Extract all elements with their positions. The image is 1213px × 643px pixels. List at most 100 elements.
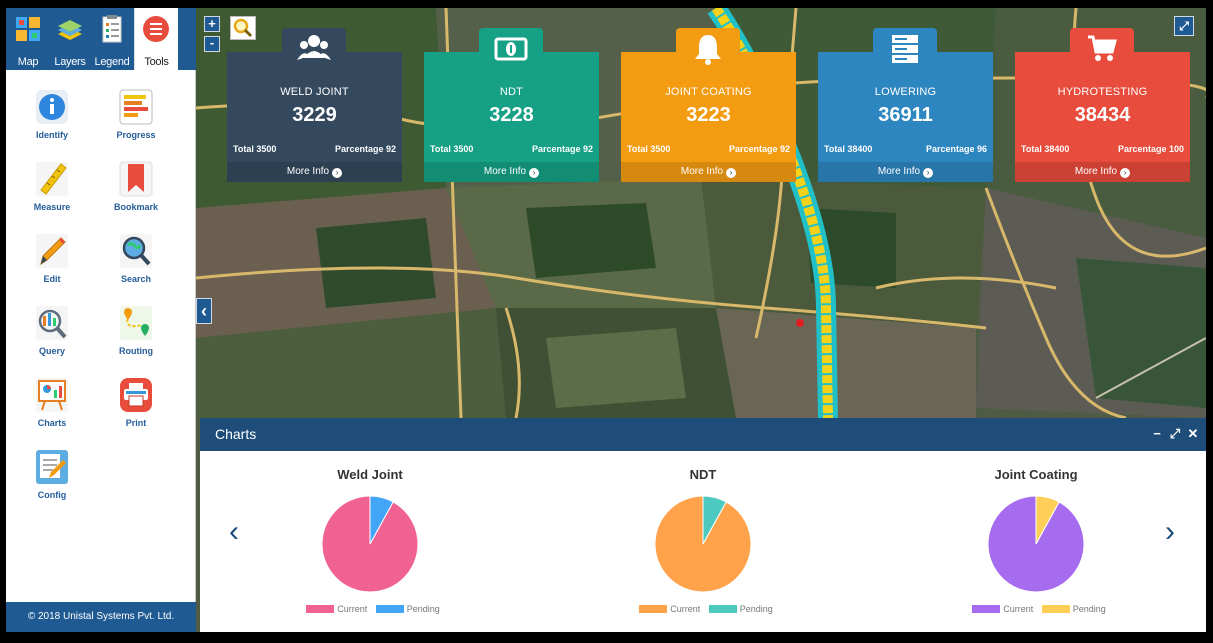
card-value: 3223 bbox=[686, 104, 731, 126]
layers-icon bbox=[58, 20, 82, 40]
bookmark-icon bbox=[119, 161, 153, 197]
map-search-button[interactable] bbox=[230, 16, 256, 40]
zoom-in-button[interactable]: + bbox=[204, 16, 220, 32]
card-value: 3229 bbox=[292, 104, 337, 126]
card-value: 38434 bbox=[1074, 104, 1131, 126]
chart-next-arrow[interactable]: › bbox=[1165, 515, 1175, 548]
more-info-label: More Info bbox=[1074, 166, 1118, 177]
info-icon bbox=[36, 90, 68, 124]
fullscreen-button[interactable]: ⤢ bbox=[1174, 16, 1194, 36]
pie-chart-svg bbox=[654, 495, 752, 593]
zoom-out-button[interactable]: - bbox=[204, 36, 220, 52]
tool-charts[interactable]: Charts bbox=[20, 376, 84, 442]
legend-swatch-pending bbox=[708, 605, 737, 613]
map-view[interactable]: + - ⤢ ‹ WELD JOINT 3229 Total 3500 Parce… bbox=[196, 8, 1206, 632]
card-total: Total 3500 bbox=[233, 144, 277, 154]
sidebar-collapse-button[interactable]: ‹ bbox=[196, 298, 212, 324]
charts-panel-header: Charts − ⤢ ✕ bbox=[200, 418, 1206, 451]
charts-panel: Charts − ⤢ ✕ ‹ › Weld Joint Current Pend… bbox=[200, 418, 1206, 632]
arrow-circle-icon: › bbox=[923, 168, 934, 178]
chart-legend: Current Pending bbox=[936, 604, 1136, 614]
tool-measure[interactable]: Measure bbox=[20, 160, 84, 226]
legend-label-current: Current bbox=[337, 604, 368, 614]
tool-bookmark[interactable]: Bookmark bbox=[104, 160, 168, 226]
globe-search-icon bbox=[120, 234, 152, 268]
nav-layers-label: Layers bbox=[54, 56, 86, 68]
query-magnifier-icon bbox=[36, 306, 68, 340]
chart-legend: Current Pending bbox=[270, 604, 470, 614]
bell-icon bbox=[695, 35, 721, 65]
card-percentage: Parcentage 100 bbox=[1117, 144, 1184, 154]
tool-config-label: Config bbox=[37, 490, 67, 500]
card-percentage: Parcentage 92 bbox=[531, 144, 593, 154]
pie-chart-weld-joint: Weld Joint Current Pending bbox=[270, 451, 470, 632]
stat-card-lowering: LOWERING 36911 Total 38400 Parcentage 96… bbox=[818, 28, 993, 182]
panel-expand-button[interactable]: ⤢ bbox=[1169, 426, 1181, 441]
pie-slice-pending[interactable] bbox=[702, 495, 727, 545]
card-value: 36911 bbox=[878, 104, 933, 126]
card-title: LOWERING bbox=[874, 86, 937, 98]
card-title: HYDROTESTING bbox=[1057, 86, 1148, 98]
tool-bookmark-label: Bookmark bbox=[113, 202, 158, 212]
nav-tools-label: Tools bbox=[144, 56, 169, 68]
tool-charts-label: Charts bbox=[37, 418, 67, 428]
card-total: Total 38400 bbox=[824, 144, 873, 154]
progress-bars-icon bbox=[119, 89, 153, 125]
card-more-info-link[interactable]: More Info › bbox=[1015, 162, 1190, 182]
tool-progress-label: Progress bbox=[116, 130, 156, 140]
nav-layers[interactable]: Layers bbox=[50, 8, 90, 70]
nav-tools[interactable]: Tools bbox=[134, 8, 178, 70]
legend-swatch-current bbox=[306, 605, 335, 613]
chart-title: NDT bbox=[689, 467, 717, 482]
magnifier-icon bbox=[233, 18, 253, 38]
map-grid-icon bbox=[16, 17, 40, 41]
copyright-footer: © 2018 Unistal Systems Pvt. Ltd. bbox=[6, 602, 196, 632]
tool-routing[interactable]: Routing bbox=[104, 304, 168, 370]
card-more-info-link[interactable]: More Info › bbox=[621, 162, 796, 182]
tool-query-label: Query bbox=[38, 346, 65, 356]
card-more-info-link[interactable]: More Info › bbox=[818, 162, 993, 182]
card-total: Total 3500 bbox=[430, 144, 474, 154]
pie-chart-svg bbox=[987, 495, 1085, 593]
nav-legend[interactable]: Legend bbox=[92, 8, 132, 70]
pie-slice-pending[interactable] bbox=[1035, 495, 1060, 545]
fullscreen-icon: ⤢ bbox=[1179, 19, 1189, 33]
tool-search[interactable]: Search bbox=[104, 232, 168, 298]
panel-close-button[interactable]: ✕ bbox=[1187, 426, 1199, 441]
arrow-circle-icon: › bbox=[529, 168, 540, 178]
tool-print[interactable]: Print bbox=[104, 376, 168, 442]
pencil-icon bbox=[36, 234, 68, 268]
tool-edit[interactable]: Edit bbox=[20, 232, 84, 298]
tool-query[interactable]: Query bbox=[20, 304, 84, 370]
legend-label-current: Current bbox=[670, 604, 701, 614]
nav-map[interactable]: Map bbox=[8, 8, 48, 70]
ruler-icon bbox=[36, 162, 68, 196]
legend-swatch-current bbox=[639, 605, 668, 613]
legend-label-pending: Pending bbox=[406, 604, 440, 614]
panel-minimize-button[interactable]: − bbox=[1153, 426, 1161, 441]
tool-progress[interactable]: Progress bbox=[104, 88, 168, 154]
chart-title: Weld Joint bbox=[337, 467, 403, 482]
more-info-label: More Info bbox=[877, 166, 921, 177]
tools-list-icon bbox=[143, 16, 169, 42]
card-percentage: Parcentage 92 bbox=[334, 144, 396, 154]
tool-search-label: Search bbox=[120, 274, 152, 284]
stat-card-joint-coating: JOINT COATING 3223 Total 3500 Parcentage… bbox=[621, 28, 796, 182]
more-info-label: More Info bbox=[483, 166, 527, 177]
legend-swatch-pending bbox=[375, 605, 404, 613]
charts-panel-title: Charts bbox=[215, 426, 257, 442]
tool-edit-label: Edit bbox=[43, 274, 61, 284]
pie-slice-pending[interactable] bbox=[369, 495, 394, 545]
tool-config[interactable]: Config bbox=[20, 448, 84, 514]
chart-prev-arrow[interactable]: ‹ bbox=[229, 515, 239, 548]
card-title: NDT bbox=[499, 86, 524, 98]
legend-label-current: Current bbox=[1003, 604, 1034, 614]
tool-identify[interactable]: Identify bbox=[20, 88, 84, 154]
legend-label-pending: Pending bbox=[1072, 604, 1106, 614]
card-more-info-link[interactable]: More Info › bbox=[424, 162, 599, 182]
card-more-info-link[interactable]: More Info › bbox=[227, 162, 402, 182]
stat-card-ndt: NDT 3228 Total 3500 Parcentage 92 More I… bbox=[424, 28, 599, 182]
app-frame: Map Layers Legend bbox=[6, 8, 1206, 632]
arrow-circle-icon: › bbox=[1120, 168, 1131, 178]
pie-chart-joint-coating: Joint Coating Current Pending bbox=[936, 451, 1136, 632]
